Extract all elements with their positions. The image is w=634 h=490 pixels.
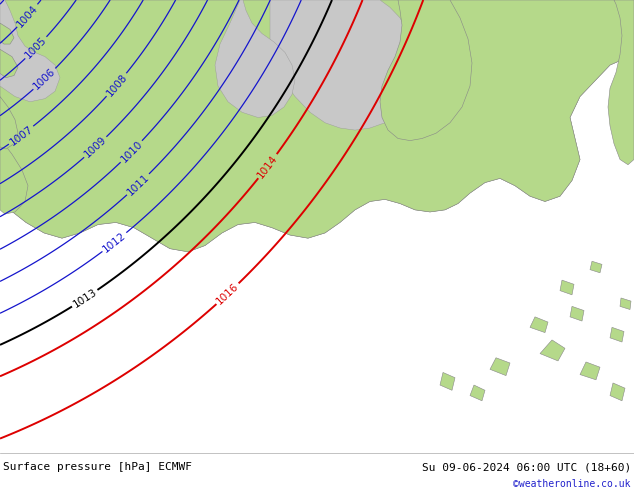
Polygon shape [0,49,18,77]
Polygon shape [270,0,422,130]
Polygon shape [215,0,295,118]
Polygon shape [540,340,565,361]
Polygon shape [0,0,60,102]
Polygon shape [570,306,584,321]
Text: 1009: 1009 [82,135,108,160]
Polygon shape [590,261,602,273]
Polygon shape [470,385,485,401]
Text: ©weatheronline.co.uk: ©weatheronline.co.uk [514,480,631,490]
Text: 1008: 1008 [104,72,129,98]
Text: 1016: 1016 [214,281,241,306]
Polygon shape [610,383,625,401]
Polygon shape [530,317,548,333]
Polygon shape [560,280,574,295]
Polygon shape [620,298,631,310]
Polygon shape [440,372,455,391]
Text: 1007: 1007 [8,123,35,147]
Polygon shape [490,358,510,376]
Text: 1005: 1005 [23,35,49,61]
Text: 1014: 1014 [256,153,280,180]
Text: 1011: 1011 [125,172,151,197]
Polygon shape [0,0,634,252]
Text: Su 09-06-2024 06:00 UTC (18+60): Su 09-06-2024 06:00 UTC (18+60) [422,462,631,472]
Polygon shape [0,0,634,252]
Text: 1006: 1006 [32,66,58,92]
Text: Surface pressure [hPa] ECMWF: Surface pressure [hPa] ECMWF [3,462,192,472]
Polygon shape [0,97,18,149]
Polygon shape [0,23,14,44]
Polygon shape [608,0,634,165]
Text: 1012: 1012 [101,230,128,254]
Text: 1004: 1004 [15,2,40,29]
Polygon shape [380,0,472,141]
Polygon shape [0,139,28,214]
Polygon shape [610,327,624,342]
Text: 1010: 1010 [119,139,145,165]
Text: 1013: 1013 [71,287,99,310]
Polygon shape [580,362,600,380]
